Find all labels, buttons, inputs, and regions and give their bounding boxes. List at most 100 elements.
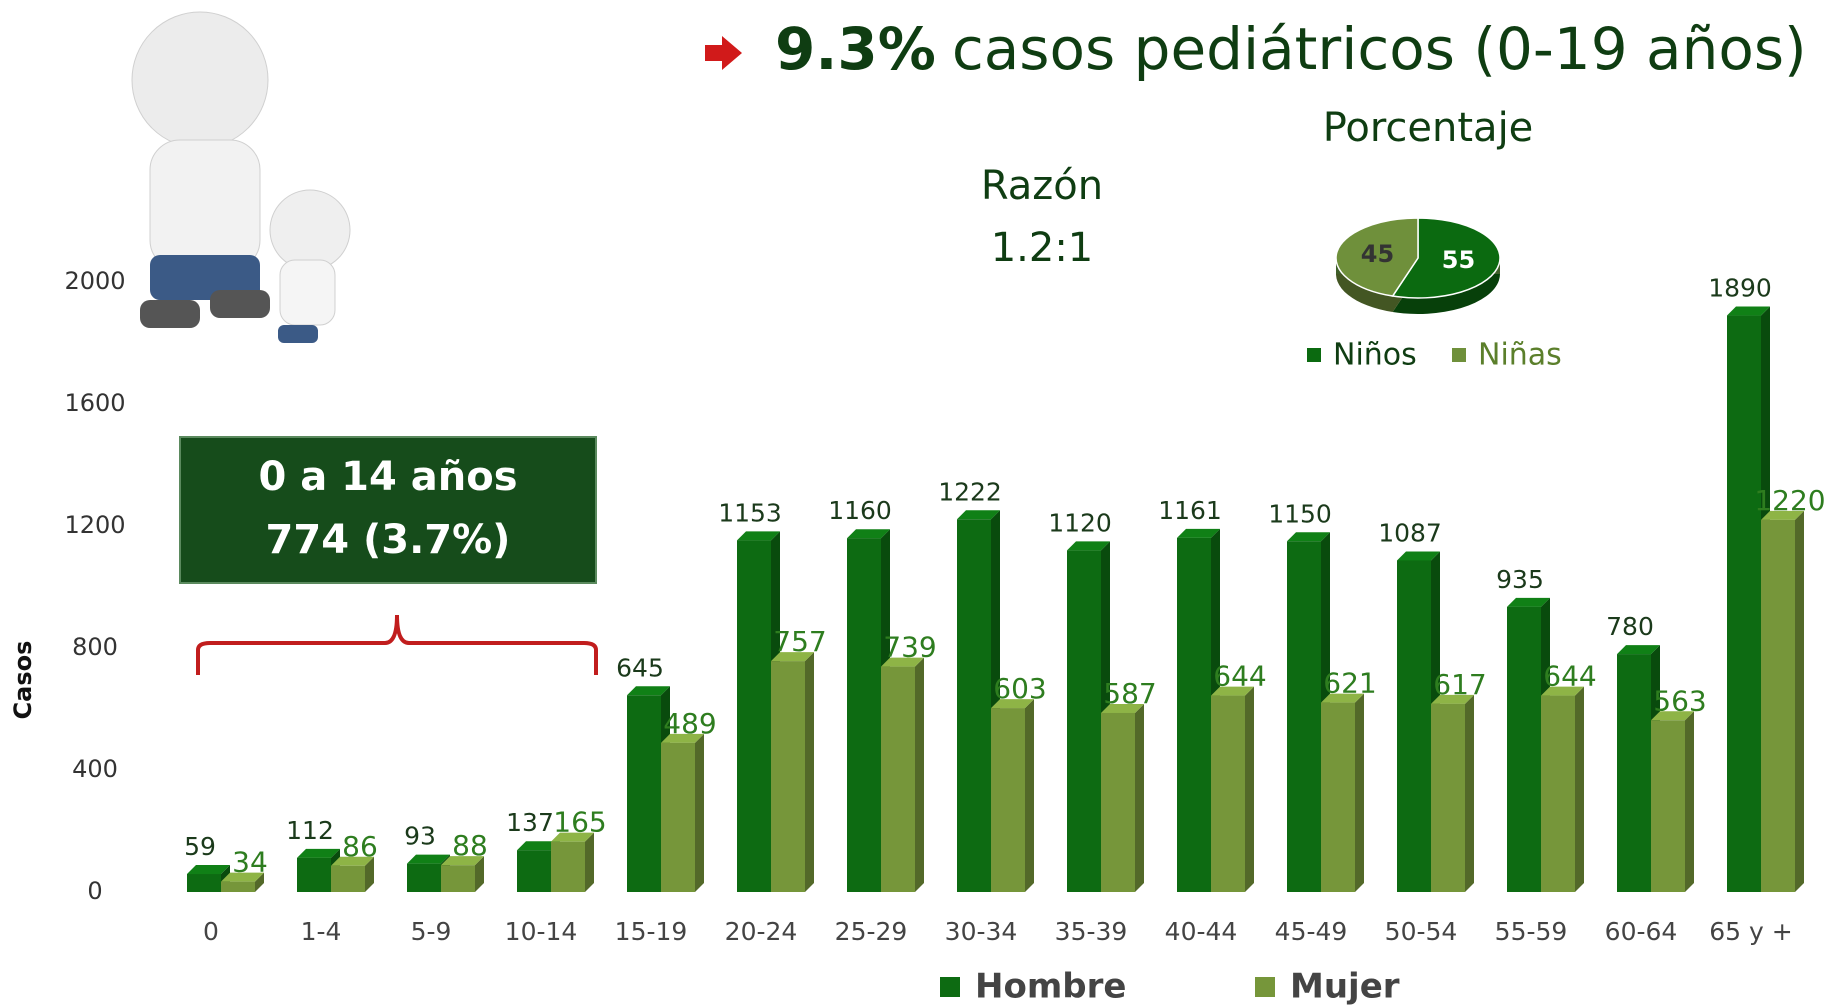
illustration [131,11,351,343]
x-tick-label: 35-39 [1055,917,1128,946]
bar-top [957,510,1000,520]
bar-top [407,854,450,864]
x-tick-label: 60-64 [1605,917,1678,946]
bar [297,857,331,892]
value-label: 1161 [1158,496,1222,525]
bar-top [221,872,264,882]
bar-side [1795,510,1804,892]
bar-top [1287,532,1330,542]
title-arrow [705,36,742,70]
x-tick-label: 1-4 [301,917,342,946]
bar-top [517,841,560,851]
chart-title: 9.3% casos pediátricos (0-19 años) [775,15,1807,83]
value-label: 780 [1606,612,1654,641]
bar-top [627,686,670,696]
x-tick-label: 25-29 [835,917,908,946]
bar [331,865,365,892]
value-label: 617 [1433,668,1486,701]
bar-top [881,657,924,667]
x-tick-label: 20-24 [725,917,798,946]
x-tick-label: 15-19 [615,917,688,946]
x-tick-label: 65 y + [1709,917,1792,946]
bar [441,865,475,892]
bar-side [915,657,924,892]
bar-side [1465,694,1474,892]
pie-slice [1335,217,1419,297]
value-label: 165 [553,806,606,839]
bar-top [1101,703,1144,713]
title-text: casos pediátricos (0-19 años) [952,15,1807,83]
bar [1507,606,1541,892]
bar [627,695,661,892]
bar [771,661,805,892]
bar [1541,695,1575,892]
bar [1101,712,1135,892]
y-tick-label: 0 [87,877,102,905]
bar [1321,702,1355,892]
value-label: 603 [993,672,1046,705]
bar-side [1685,711,1694,892]
y-axis-label: Casos [9,641,37,720]
x-tick-label: 40-44 [1165,917,1238,946]
bar-top [1507,597,1550,607]
value-label: 644 [1213,660,1266,693]
bar-top [847,529,890,539]
legend-label: Hombre [975,967,1126,1007]
legend-swatch [1255,977,1275,997]
bar-top [737,531,780,541]
value-label: 563 [1653,684,1706,717]
value-label: 1087 [1378,518,1442,547]
bar [991,708,1025,892]
bar-top [1397,551,1440,561]
bar-top [771,652,814,662]
bar-top [661,733,704,743]
bar-top [331,856,374,866]
bar-side [1575,686,1584,892]
bar-side [255,872,264,892]
value-label: 1120 [1048,508,1112,537]
bar [517,850,551,892]
y-tick-label: 400 [72,755,118,783]
bar-side [365,856,374,892]
value-label: 489 [663,707,716,740]
legend-swatch [940,977,960,997]
annotation: 1.2:1 [991,225,1094,271]
bar [661,742,695,892]
value-label: 935 [1496,565,1544,594]
bar-top [1177,528,1220,538]
pie-slice [1391,217,1501,299]
value-label: 59 [184,832,216,861]
bar-top [1321,693,1364,703]
bar [847,538,881,892]
x-tick-label: 50-54 [1385,917,1458,946]
pie-title: Porcentaje [1323,105,1534,151]
value-label: 93 [404,822,436,851]
bar-side [585,832,594,892]
y-tick-label: 1600 [64,389,125,417]
bar [1651,720,1685,892]
bar-side [475,856,484,892]
bar [551,841,585,892]
bar-side [1355,693,1364,892]
bar-side [695,733,704,892]
bar-side [805,652,814,892]
bar [957,519,991,892]
y-tick-label: 1200 [64,511,125,539]
pie-value-label: 55 [1442,246,1475,274]
bar-top [441,856,484,866]
bar-top [1651,711,1694,721]
annotation: 774 (3.7%) [266,517,511,563]
bar-top [297,848,340,858]
value-label: 137 [506,808,554,837]
legend-label: Mujer [1290,967,1400,1007]
bar [737,540,771,892]
bar [1727,315,1761,892]
annotation: 0 a 14 años [258,454,517,500]
value-label: 1890 [1708,274,1772,303]
bar [1177,537,1211,892]
bar [1431,703,1465,892]
bar-top [1727,306,1770,316]
bar-top [1761,510,1804,520]
legend-swatch [1452,348,1466,362]
bracket [196,614,598,675]
